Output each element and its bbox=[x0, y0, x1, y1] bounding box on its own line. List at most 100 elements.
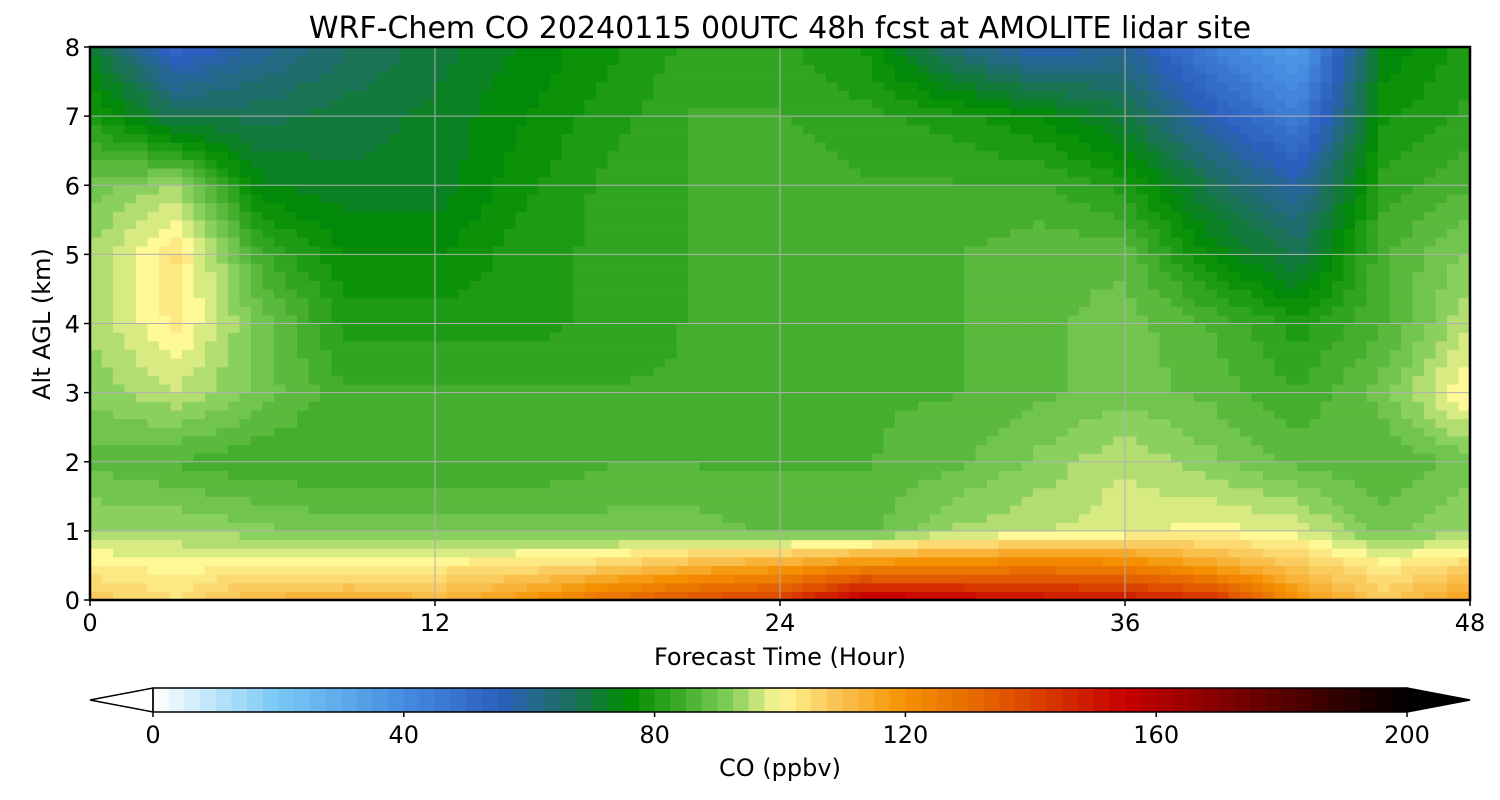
heat-cell bbox=[193, 565, 206, 575]
heat-cell bbox=[1125, 306, 1138, 316]
heat-cell bbox=[1263, 548, 1276, 558]
heat-cell bbox=[193, 479, 206, 489]
heat-cell bbox=[147, 530, 160, 541]
heat-cell bbox=[619, 280, 632, 290]
heat-cell bbox=[665, 263, 678, 273]
heat-cell bbox=[1228, 522, 1241, 532]
heat-cell bbox=[469, 401, 482, 411]
heat-cell bbox=[1343, 392, 1356, 402]
heat-cell bbox=[216, 314, 229, 325]
heat-cell bbox=[170, 280, 183, 290]
heat-cell bbox=[124, 383, 137, 394]
heat-cell bbox=[745, 392, 758, 402]
heat-cell bbox=[205, 556, 218, 567]
heat-cell bbox=[1113, 271, 1126, 281]
heat-cell bbox=[366, 522, 379, 532]
heat-cell bbox=[193, 461, 206, 471]
heat-cell bbox=[1274, 574, 1287, 584]
heat-cell bbox=[1125, 444, 1138, 454]
heat-cell bbox=[1435, 470, 1448, 480]
heat-cell bbox=[814, 548, 827, 558]
heat-cell bbox=[722, 427, 735, 437]
heat-cell bbox=[377, 435, 390, 446]
heat-cell bbox=[205, 513, 218, 523]
heat-cell bbox=[1171, 409, 1184, 420]
heat-cell bbox=[1033, 418, 1046, 428]
heat-cell bbox=[1251, 340, 1264, 351]
heat-cell bbox=[492, 548, 505, 558]
heat-cell bbox=[757, 574, 770, 584]
heat-cell bbox=[1010, 496, 1023, 506]
heat-cell bbox=[872, 539, 885, 549]
heat-cell bbox=[1309, 358, 1322, 368]
heat-cell bbox=[159, 297, 172, 307]
heat-cell bbox=[124, 582, 137, 592]
heat-cell bbox=[699, 314, 712, 325]
heat-cell bbox=[699, 470, 712, 480]
heat-cell bbox=[1171, 245, 1184, 255]
heat-cell bbox=[1309, 530, 1322, 541]
heat-cell bbox=[1136, 504, 1149, 515]
heat-cell bbox=[688, 539, 701, 549]
heat-cell bbox=[653, 418, 666, 428]
heat-cell bbox=[1194, 314, 1207, 325]
heat-cell bbox=[492, 522, 505, 532]
heat-cell bbox=[1079, 574, 1092, 584]
heat-cell bbox=[1412, 323, 1425, 333]
heat-cell bbox=[285, 358, 298, 368]
heat-cell bbox=[435, 349, 448, 359]
heat-cell bbox=[1435, 366, 1448, 376]
heat-cell bbox=[964, 358, 977, 368]
heat-cell bbox=[446, 237, 459, 247]
heat-cell bbox=[1389, 297, 1402, 307]
heat-cell bbox=[216, 383, 229, 394]
heat-cell bbox=[228, 237, 241, 247]
heat-cell bbox=[883, 375, 896, 385]
heat-cell bbox=[469, 556, 482, 567]
heat-cell bbox=[757, 332, 770, 342]
heat-cell bbox=[538, 288, 551, 299]
heat-cell bbox=[1366, 306, 1379, 316]
heat-cell bbox=[676, 297, 689, 307]
heat-cell bbox=[285, 288, 298, 299]
heat-cell bbox=[1102, 392, 1115, 402]
heat-cell bbox=[435, 366, 448, 376]
heat-cell bbox=[1090, 263, 1103, 273]
heat-cell bbox=[400, 358, 413, 368]
heat-cell bbox=[308, 280, 321, 290]
heat-cell bbox=[538, 271, 551, 281]
heat-cell bbox=[803, 323, 816, 333]
heat-cell bbox=[481, 349, 494, 359]
heat-cell bbox=[1389, 461, 1402, 471]
heat-cell bbox=[607, 513, 620, 523]
heat-cell bbox=[113, 358, 126, 368]
heat-cell bbox=[676, 556, 689, 567]
heat-cell bbox=[987, 271, 1000, 281]
heat-cell bbox=[745, 496, 758, 506]
heat-cell bbox=[1389, 479, 1402, 489]
heat-cell bbox=[1102, 383, 1115, 394]
heat-cell bbox=[734, 574, 747, 584]
heat-cell bbox=[665, 332, 678, 342]
heat-cell bbox=[1194, 556, 1207, 567]
heat-cell bbox=[699, 358, 712, 368]
heat-cell bbox=[1355, 504, 1368, 515]
heat-cell bbox=[527, 513, 540, 523]
heat-cell bbox=[90, 237, 103, 247]
heat-cell bbox=[906, 591, 919, 600]
heat-cell bbox=[952, 288, 965, 299]
heat-cell bbox=[205, 582, 218, 592]
heat-cell bbox=[1044, 392, 1057, 402]
heat-cell bbox=[1171, 288, 1184, 299]
heat-cell bbox=[895, 513, 908, 523]
heat-cell bbox=[1182, 392, 1195, 402]
heat-cell bbox=[619, 297, 632, 307]
heat-cell bbox=[1320, 306, 1333, 316]
heat-cell bbox=[1194, 401, 1207, 411]
heat-cell bbox=[423, 340, 436, 351]
heat-cell bbox=[193, 271, 206, 281]
heat-cell bbox=[262, 444, 275, 454]
heat-cell bbox=[147, 539, 160, 549]
heat-cell bbox=[1205, 271, 1218, 281]
heat-cell bbox=[722, 340, 735, 351]
